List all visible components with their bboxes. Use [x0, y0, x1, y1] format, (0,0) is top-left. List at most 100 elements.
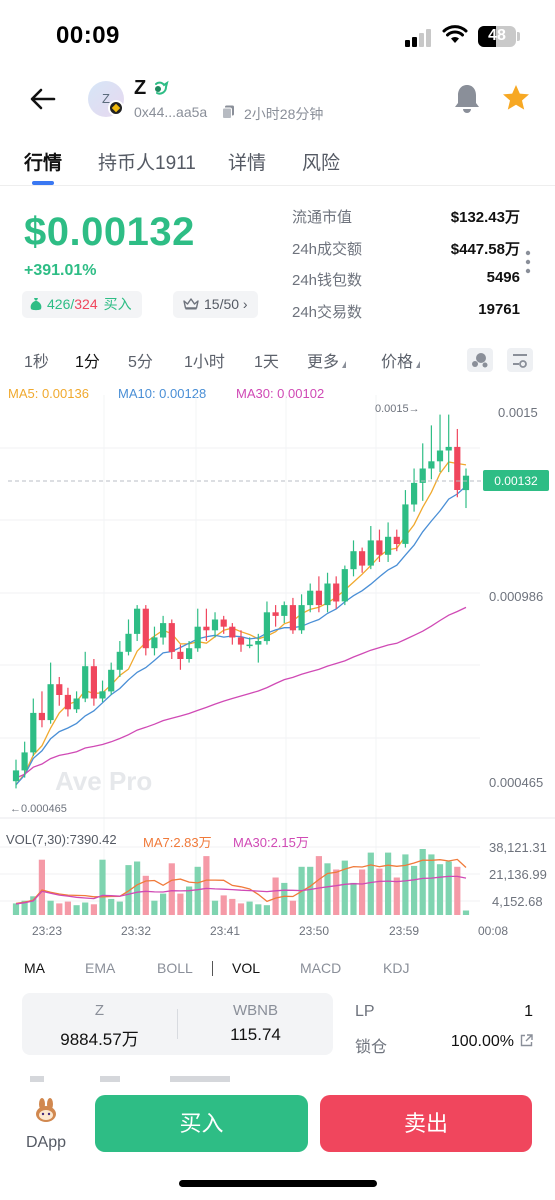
tab-risk[interactable]: 风险 — [302, 153, 341, 174]
favorite-star-icon[interactable] — [501, 83, 531, 113]
price-mode-select[interactable]: 价格 — [381, 348, 421, 372]
candle — [56, 676, 63, 706]
indicator-kdj[interactable]: KDJ — [383, 960, 410, 976]
stat-value: 19761 — [478, 300, 520, 318]
timeframe-1d[interactable]: 1天 — [254, 354, 279, 371]
time-axis-label: 23:41 — [210, 924, 240, 938]
back-arrow-icon[interactable] — [26, 82, 60, 116]
indicator-bar: MA EMA BOLL VOL MACD KDJ — [0, 958, 555, 982]
candle-body — [272, 612, 279, 616]
time-axis: 23:23 23:32 23:41 23:50 23:59 00:08 — [32, 924, 508, 938]
volume-bar — [220, 895, 227, 915]
candle — [177, 644, 184, 670]
candle — [160, 615, 167, 645]
volume-bar — [64, 901, 71, 915]
candle-body — [220, 619, 227, 627]
candle-body — [324, 583, 331, 606]
pool-base-symbol: WBNB — [233, 1002, 278, 1019]
candle-body — [289, 605, 296, 631]
indicator-boll[interactable]: BOLL — [157, 960, 193, 976]
indicator-ma[interactable]: MA — [24, 960, 45, 976]
status-bar: 00:09 48 — [0, 0, 555, 72]
vol-ma30-legend: MA30:2.15万 — [233, 835, 309, 850]
candle-body — [30, 712, 37, 753]
lock-row[interactable]: 锁仓 100.00% — [355, 1033, 533, 1056]
volume-bar — [307, 866, 314, 915]
buy-button[interactable]: 买入 — [95, 1095, 308, 1152]
candle-body — [367, 540, 374, 566]
candle-body — [237, 637, 245, 645]
volume-grid — [0, 846, 480, 902]
candle-body — [419, 468, 426, 483]
lock-label: 锁仓 — [355, 1039, 388, 1056]
candle-body — [64, 694, 71, 710]
stat-value: 5496 — [486, 269, 520, 286]
copy-icon[interactable] — [222, 105, 235, 119]
pool-base-amount: 115.74 — [230, 1025, 281, 1044]
high-marker: 0.0015→ — [375, 403, 420, 415]
timeframe-1h[interactable]: 1小时 — [184, 354, 225, 371]
candle-body — [203, 626, 210, 631]
indicator-macd[interactable]: MACD — [300, 960, 342, 976]
buy-sell-count-pill[interactable]: 426/324 买入 — [22, 291, 142, 318]
token-name: Z — [134, 77, 147, 99]
candle — [333, 576, 340, 609]
lp-value: 1 — [524, 1003, 533, 1020]
price-chart[interactable]: Ave Pro 0.00132 0.0015 0.000986 0.000465… — [0, 378, 555, 948]
vol-ma7-line — [15, 858, 467, 905]
volume-bar — [350, 882, 357, 915]
low-marker: ←0.000465 — [10, 803, 67, 815]
candle — [134, 605, 141, 642]
sell-button[interactable]: 卖出 — [320, 1095, 532, 1152]
volume-bar — [82, 902, 89, 915]
tab-details[interactable]: 详情 — [228, 153, 267, 174]
drawing-tool-button[interactable] — [467, 348, 493, 372]
volume-bar — [38, 859, 45, 915]
home-indicator — [179, 1180, 377, 1187]
candle-body — [116, 651, 123, 670]
bell-icon[interactable] — [452, 82, 482, 114]
timeframe-more[interactable]: 更多 — [307, 348, 347, 372]
volume-bar — [73, 905, 80, 915]
caret-icon — [416, 361, 421, 368]
candle — [211, 612, 219, 638]
candle — [462, 468, 470, 509]
candle-body — [82, 666, 89, 699]
candle-body — [298, 605, 305, 631]
candle — [411, 468, 418, 512]
chart-settings-button[interactable] — [507, 348, 533, 372]
tweet-link-icon[interactable] — [152, 80, 170, 98]
candle-body — [177, 651, 184, 659]
timeframe-1m[interactable]: 1分 — [75, 354, 100, 371]
token-address[interactable]: 0x44...aa5a — [134, 104, 208, 120]
caret-icon — [342, 361, 347, 368]
stat-value: $447.58万 — [450, 240, 520, 258]
volume-bar — [324, 863, 331, 915]
current-price: $0.00132 — [24, 210, 195, 254]
candle-body — [194, 626, 201, 649]
candle-body — [160, 623, 167, 638]
volume-bar — [108, 898, 115, 915]
more-vertical-icon[interactable] — [525, 250, 531, 274]
tab-holders[interactable]: 持币人1911 — [98, 153, 196, 174]
volume-bar — [281, 882, 288, 915]
timeframe-5m[interactable]: 5分 — [128, 354, 153, 371]
indicator-vol[interactable]: VOL — [232, 960, 261, 976]
tab-market[interactable]: 行情 — [24, 153, 63, 174]
candle-body — [56, 684, 63, 695]
volume-bar — [411, 865, 418, 915]
dapp-button[interactable]: DApp — [18, 1097, 74, 1152]
chart-grid — [0, 395, 480, 915]
candle — [359, 547, 366, 573]
candle-body — [125, 633, 132, 652]
volume-bar — [116, 901, 123, 915]
volume-ma-lines — [15, 858, 467, 905]
volume-axis-label: 38,121.31 — [489, 840, 547, 855]
external-link-icon[interactable] — [520, 1034, 533, 1047]
indicator-ema[interactable]: EMA — [85, 960, 116, 976]
candle-body — [402, 504, 409, 544]
rank-pill[interactable]: 15/50 › — [173, 291, 258, 318]
status-time: 00:09 — [56, 22, 120, 49]
candle-body — [436, 450, 444, 462]
timeframe-1s[interactable]: 1秒 — [24, 354, 49, 371]
